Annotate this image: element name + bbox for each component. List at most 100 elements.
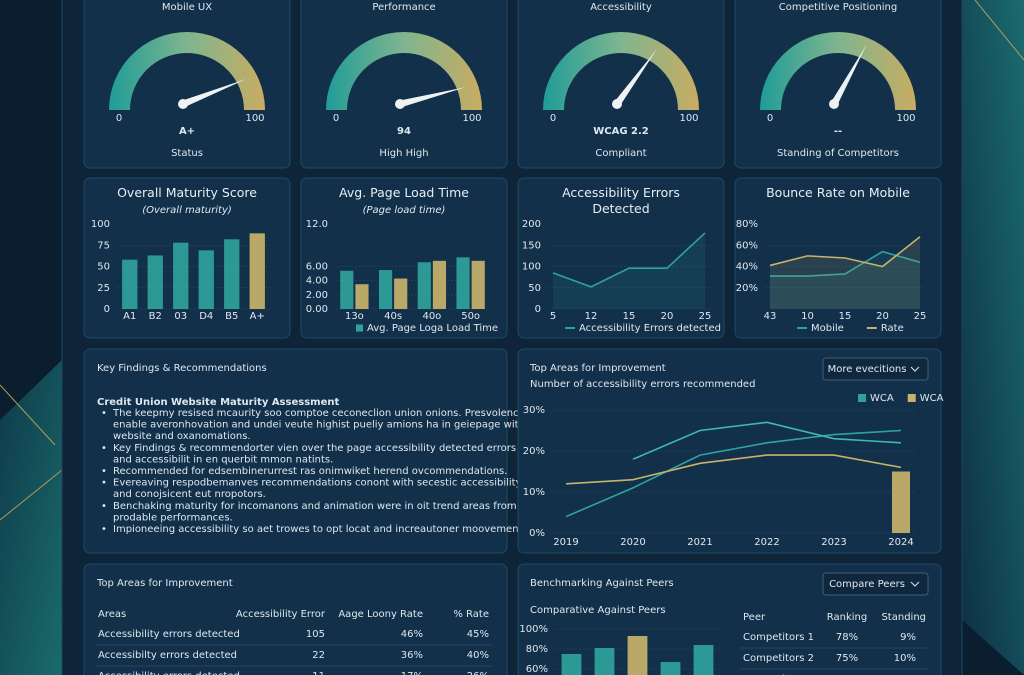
gauge-max: 100 xyxy=(245,113,264,124)
button[interactable] xyxy=(822,357,929,381)
bullet-dot: • xyxy=(101,478,107,489)
findings-heading: Credit Union Website Maturity Assessment xyxy=(97,397,339,408)
line xyxy=(769,236,921,268)
x-tick-label: 43 xyxy=(764,311,777,322)
y-tick-label: 0% xyxy=(529,528,545,539)
gauge-max: 100 xyxy=(679,113,698,124)
x-tick-label: 2022 xyxy=(754,537,779,548)
y-tick-label: 100 xyxy=(91,219,110,230)
card xyxy=(83,348,508,554)
table-cell: Accessibility errors detected xyxy=(98,629,240,640)
gauge-title: Accessibility xyxy=(590,2,652,13)
table-cell: Competitors 2 xyxy=(743,653,814,664)
gauge-hub xyxy=(612,99,622,109)
gauge-value: 94 xyxy=(397,126,411,137)
x-tick-label: 15 xyxy=(839,311,852,322)
table-cell: 22 xyxy=(312,650,325,661)
table-cell: 105 xyxy=(306,629,325,640)
decor-line xyxy=(0,469,63,521)
x-tick-label: 2021 xyxy=(687,537,712,548)
table-cell: Competitors 1 xyxy=(743,632,814,643)
y-tick-label: 75 xyxy=(97,240,110,251)
bar xyxy=(594,648,615,675)
table-cell: 10% xyxy=(894,653,916,664)
area xyxy=(770,236,920,309)
y-tick-label: 50 xyxy=(97,262,110,273)
chart-title-box: Avg. Page Load Time xyxy=(339,185,469,200)
table-header: Standing xyxy=(881,612,926,623)
bar xyxy=(122,259,138,309)
bar xyxy=(340,270,354,309)
table-header: Peer xyxy=(743,612,766,623)
gauge-needle xyxy=(399,87,466,108)
bar xyxy=(378,270,393,309)
chart-title-box: Accessibility Errors Detected xyxy=(562,185,680,216)
legend-label: Accessibility Errors detected xyxy=(579,323,721,334)
bullet-text: Benchaking maturity for incomanons and a… xyxy=(113,501,517,512)
card xyxy=(83,563,508,675)
line xyxy=(632,421,902,460)
bullet-text: Evereaving respodbemanves recommendation… xyxy=(113,478,522,489)
bar xyxy=(394,278,408,309)
table-cell: 78% xyxy=(836,632,858,643)
gauge-needle xyxy=(830,44,867,106)
legend-swatch xyxy=(356,324,363,332)
table-cell: 46% xyxy=(401,629,423,640)
y-tick-label: 150 xyxy=(522,240,541,251)
bullet-text: Key Findings & recommendorter vien over … xyxy=(113,443,516,454)
table-cell: 26% xyxy=(467,671,489,675)
bullet-text: enable averonhovation and undei veute hi… xyxy=(113,420,525,431)
x-tick-label: B2 xyxy=(149,311,162,322)
chart-title: Avg. Page Load Time xyxy=(339,185,469,200)
y-tick-label: 80% xyxy=(736,219,758,230)
bar xyxy=(355,284,369,309)
legend-label: Avg. Page Loga Load Time xyxy=(367,323,498,334)
bar xyxy=(224,239,240,309)
x-tick-label: 2023 xyxy=(821,537,846,548)
bullet-text: and accessibilit in en querbit mmon nati… xyxy=(113,454,333,465)
bullet-text: Recommended for edsembinerurrest ras oni… xyxy=(113,466,507,477)
gauge-min: 0 xyxy=(550,113,556,124)
bar xyxy=(892,471,910,533)
chart-title: Overall Maturity Score xyxy=(117,185,257,200)
table-header: Aage Loony Rate xyxy=(338,609,423,620)
bullet-text: The keepmy resised mcaurity soo comptoe … xyxy=(112,408,538,419)
chart-title-box: Bounce Rate on Mobile xyxy=(766,185,910,200)
x-tick-label: 2024 xyxy=(888,537,913,548)
x-tick-label: 2020 xyxy=(620,537,645,548)
legend-label: WCA xyxy=(920,393,944,404)
chart-title-box: Overall Maturity Score xyxy=(117,185,257,200)
table-header: Accessibility Error xyxy=(236,609,326,620)
card xyxy=(300,0,508,169)
bullet-text: prodable performances. xyxy=(113,512,233,523)
section-subtitle: Number of accessibility errors recommend… xyxy=(530,379,755,390)
x-tick-label: D4 xyxy=(199,311,213,322)
button[interactable] xyxy=(822,572,929,596)
x-tick-label: 40o xyxy=(422,311,441,322)
table-cell: 9% xyxy=(900,632,916,643)
table-header: % Rate xyxy=(453,609,489,620)
decor xyxy=(0,360,62,675)
table-cell: Accessibilty errors detected xyxy=(98,650,237,661)
bullet-dot: • xyxy=(101,466,107,477)
card xyxy=(517,177,725,339)
line xyxy=(770,250,921,277)
chart-title: Bounce Rate on Mobile xyxy=(766,185,910,200)
y-tick-label: 50 xyxy=(528,283,541,294)
x-tick-label: 25 xyxy=(699,311,712,322)
y-tick-label: 25 xyxy=(97,283,110,294)
table-cell: 11 xyxy=(312,671,325,675)
y-tick-label: 12.0 xyxy=(306,219,328,230)
x-tick-label: 12 xyxy=(585,311,598,322)
bar xyxy=(198,250,214,309)
chart-subtitle: (Overall maturity) xyxy=(142,205,232,216)
bar xyxy=(561,654,582,675)
button-label: More evecitions xyxy=(828,364,907,375)
bar xyxy=(147,255,163,309)
bullet-dot: • xyxy=(101,501,107,512)
gauge-title: Competitive Positioning xyxy=(779,2,897,13)
decor xyxy=(962,0,1024,675)
y-tick-label: 80% xyxy=(526,644,548,655)
gauge-title: Performance xyxy=(372,2,435,13)
bar xyxy=(432,260,447,309)
